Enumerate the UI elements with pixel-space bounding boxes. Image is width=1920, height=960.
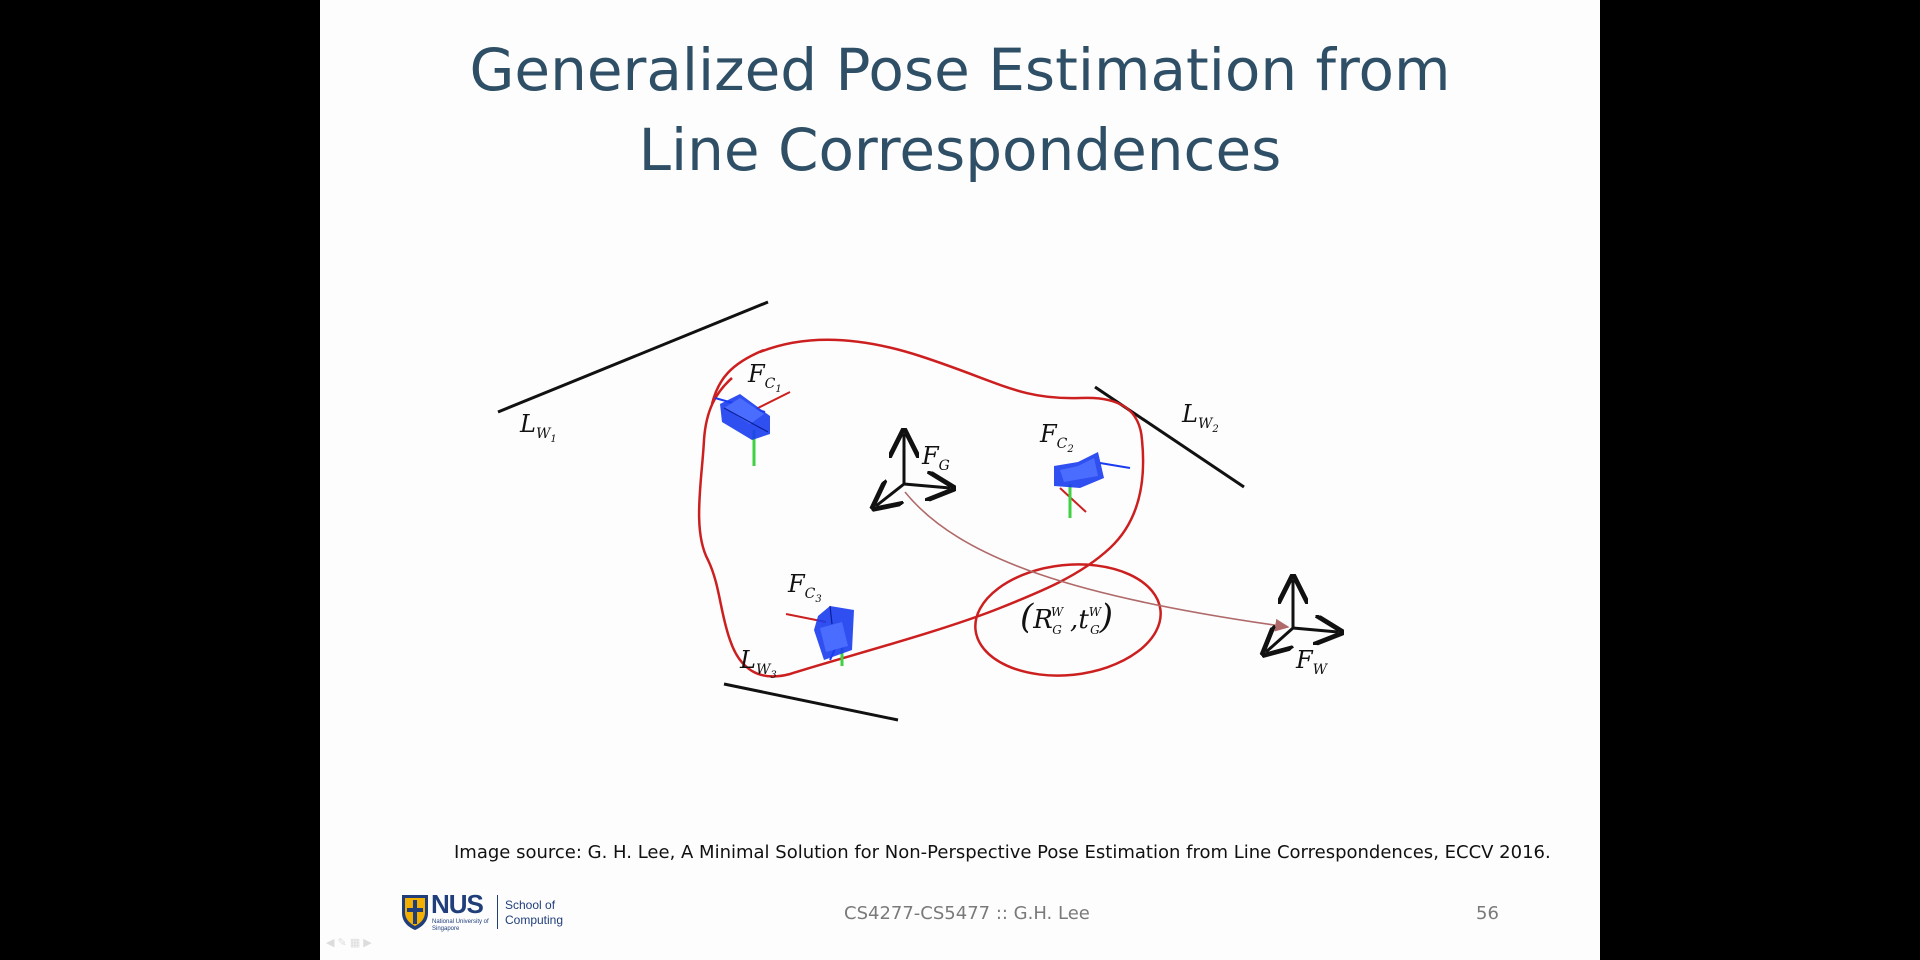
annotation-loop xyxy=(697,338,1145,678)
logo-divider xyxy=(497,895,498,929)
camera-2 xyxy=(1054,452,1131,518)
annotation-stroke xyxy=(710,348,765,405)
image-source-caption: Image source: G. H. Lee, A Minimal Solut… xyxy=(454,842,1551,863)
annotation-circle xyxy=(974,563,1162,677)
pen-icon[interactable]: ✎ xyxy=(337,937,347,949)
slide-title: Generalized Pose Estimation from Line Co… xyxy=(320,30,1600,190)
label-fc1: FC1 xyxy=(747,360,782,395)
nus-crest-icon xyxy=(402,895,428,930)
camera-1 xyxy=(714,391,791,466)
pose-diagram: LW1 LW2 LW3 FC1 FC2 FC3 FG FW (RW G ,tW G) xyxy=(497,300,1600,722)
label-fc3: FC3 xyxy=(787,570,822,605)
footer-course: CS4277-CS5477 :: G.H. Lee xyxy=(844,903,1090,924)
label-lw2: LW2 xyxy=(1181,400,1219,435)
page-number: 56 xyxy=(1476,903,1499,924)
frame-w-axes xyxy=(1266,580,1338,652)
camera-3 xyxy=(785,605,854,666)
nus-subline: National University of Singapore xyxy=(432,919,489,932)
world-line-1 xyxy=(497,300,769,414)
label-lw1: LW1 xyxy=(519,410,557,445)
nus-wordmark: NUS xyxy=(431,889,484,919)
school-name: School of Computing xyxy=(505,898,564,927)
transform-arrow xyxy=(904,491,1290,632)
label-transform: (RW G ,tW G) xyxy=(1020,597,1113,637)
frame-g-axes xyxy=(876,434,950,506)
slide: Generalized Pose Estimation from Line Co… xyxy=(320,0,1600,960)
label-fw: FW xyxy=(1295,646,1329,678)
next-arrow-icon[interactable]: ▶ xyxy=(363,937,372,949)
title-line-1: Generalized Pose Estimation from xyxy=(469,36,1451,104)
world-line-3 xyxy=(723,682,899,722)
slides-icon[interactable]: ▦ xyxy=(349,937,361,949)
nus-logo: NUS National University of Singapore Sch… xyxy=(400,889,580,935)
slideshow-controls[interactable]: ◀ ✎ ▦ ▶ xyxy=(326,936,372,950)
label-fg: FG xyxy=(921,442,950,474)
label-lw3: LW3 xyxy=(739,646,777,681)
title-line-2: Line Correspondences xyxy=(638,116,1282,184)
label-fc2: FC2 xyxy=(1039,420,1074,455)
prev-arrow-icon[interactable]: ◀ xyxy=(326,937,335,949)
